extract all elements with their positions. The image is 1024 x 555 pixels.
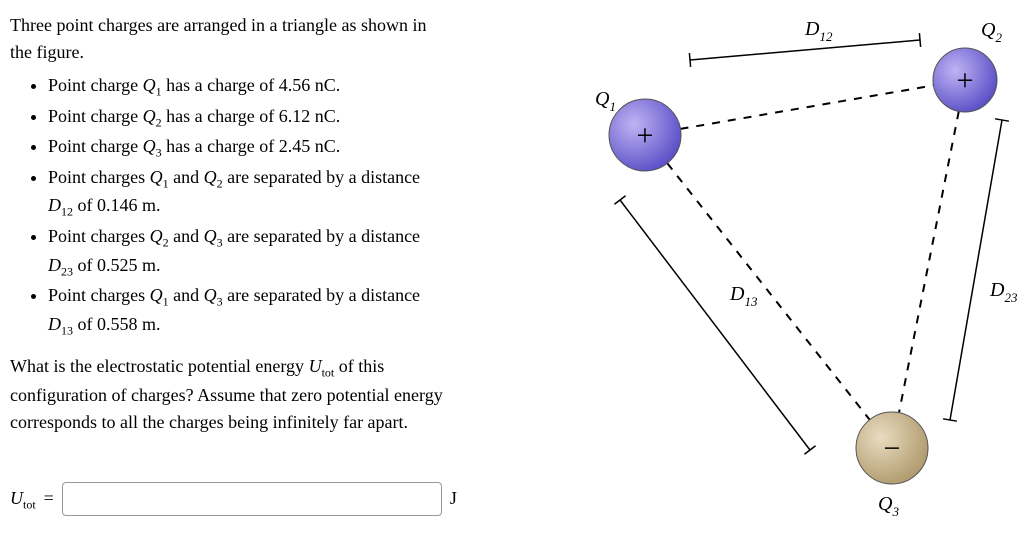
intro-text: Three point charges are arranged in a tr… [10, 12, 558, 66]
svg-text:Q1: Q1 [595, 88, 616, 114]
bullet-item: Point charge Q1 has a charge of 4.56 nC. [48, 72, 558, 101]
question-text: What is the electrostatic potential ener… [10, 353, 558, 436]
answer-input[interactable] [62, 482, 442, 516]
answer-unit: J [450, 485, 457, 512]
intro-line-1: Three point charges are arranged in a tr… [10, 15, 427, 35]
bullet-item: Point charge Q3 has a charge of 2.45 nC. [48, 133, 558, 162]
svg-text:−: − [884, 432, 901, 465]
charge-diagram: D12 D13 D23 + + − Q1 Q2 Q3 [570, 0, 1024, 530]
diagram-panel: D12 D13 D23 + + − Q1 Q2 Q3 [570, 0, 1024, 555]
svg-text:+: + [957, 64, 974, 97]
bullet-item: Point charges Q1 and Q2 are separated by… [48, 164, 558, 221]
svg-text:Q3: Q3 [878, 493, 899, 519]
equals-sign: = [44, 485, 54, 512]
svg-text:D12: D12 [804, 18, 833, 44]
svg-text:+: + [637, 119, 654, 152]
svg-text:Q2: Q2 [981, 19, 1002, 45]
bullet-item: Point charges Q2 and Q3 are separated by… [48, 223, 558, 280]
problem-text: Three point charges are arranged in a tr… [0, 0, 570, 555]
answer-row: Utot = J [10, 482, 558, 516]
answer-var: Utot [10, 485, 36, 514]
bullet-list: Point charge Q1 has a charge of 4.56 nC.… [10, 72, 558, 339]
svg-text:D13: D13 [729, 283, 758, 309]
bullet-item: Point charges Q1 and Q3 are separated by… [48, 282, 558, 339]
svg-text:D23: D23 [989, 279, 1018, 305]
bullet-item: Point charge Q2 has a charge of 6.12 nC. [48, 103, 558, 132]
intro-line-2: the figure. [10, 42, 84, 62]
